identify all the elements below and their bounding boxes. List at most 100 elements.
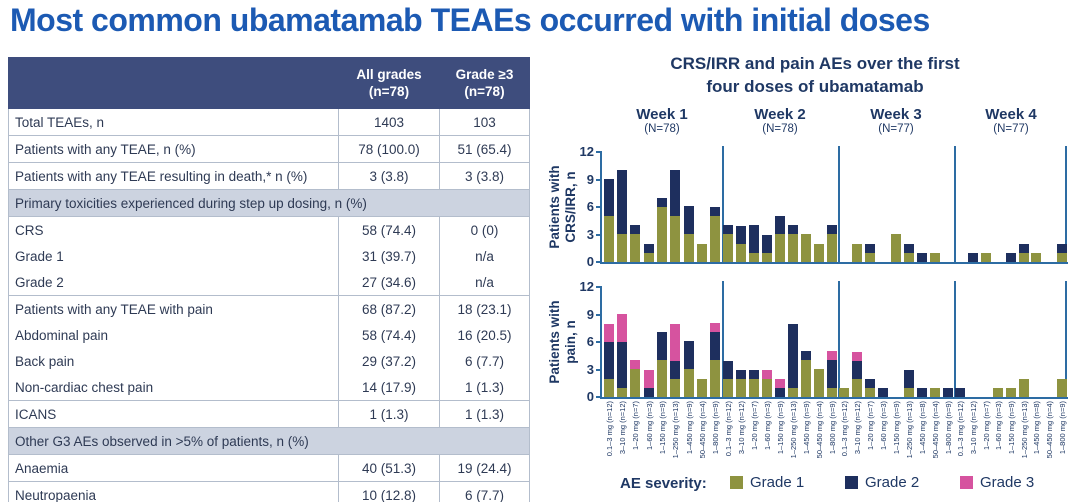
y-tick-label: 9 [586,171,594,187]
bar-segment-grade1 [852,244,862,262]
bar-segment-grade1 [644,253,654,262]
bar-segment-grade3 [710,323,720,332]
week-header: Week 4 (N=77) [954,106,1068,136]
bar-segment-grade1 [670,216,680,262]
header-all-grades: All grades (n=78) [338,57,440,109]
bar-segment-grade1 [1057,253,1067,262]
table-header-row: All grades (n=78) Grade ≥3 (n=78) [8,57,530,109]
row-label: Neutropaenia [8,481,339,502]
week-header-label: Week 1 [636,106,688,123]
section-row-label: Primary toxicities experienced during st… [8,189,530,217]
y-tick-label: 12 [579,144,594,159]
bar-segment-grade2 [827,360,837,388]
y-tick-mark [596,151,602,153]
cell-grade3: 6 (7.7) [439,481,530,502]
bar-segment-grade1 [827,388,837,397]
cell-grade3: 1 (1.3) [439,374,530,401]
row-label: Patients with any TEAE with pain [8,295,339,322]
row-label: CRS [8,216,339,243]
table-body: Total TEAEs, n 1403 103 Patients with any T… [8,108,530,502]
bar-segment-grade1 [749,253,759,262]
bar-segment-grade2 [788,324,798,388]
bar-segment-grade2 [617,170,627,234]
page-title: Most common ubamatamab TEAEs occurred wi… [10,2,930,38]
bar-segment-grade2 [749,370,759,379]
bar-segment-grade2 [657,198,667,207]
bar-segment-grade1 [723,379,733,397]
dose-axis-label: 50–450 mg (n=4) [930,401,940,459]
cell-all-grades: 29 (37.2) [338,348,440,374]
bar-segment-grade2 [749,225,759,253]
bar-segment-grade2 [904,244,914,253]
dose-axis-label: 1–450 mg (n=9) [801,401,811,455]
bar-segment-grade2 [604,179,614,216]
bar-segment-grade2 [865,379,875,388]
dose-axis-label: 1–150 mg (n=9) [1007,401,1016,455]
week-separator-line [954,146,956,262]
bar-segment-grade2 [943,388,953,397]
table-row: Abdominal pain 58 (74.4) 16 (20.5) [8,322,530,348]
row-label: Back pain [8,348,339,374]
cell-grade3: 3 (3.8) [439,162,530,190]
table-row: Anaemia 40 (51.3) 19 (24.4) [8,454,530,482]
bar-segment-grade3 [630,360,640,369]
y-tick-label: 0 [586,254,594,269]
bar-segment-grade1 [604,379,614,397]
bar-segment-grade1 [801,234,811,262]
row-label: Non-cardiac chest pain [8,374,339,401]
bar-segment-grade1 [904,388,914,397]
bar-segment-grade1 [710,360,720,397]
cell-all-grades: 58 (74.4) [338,216,440,243]
dose-axis-label: 1–800 mg (n=9) [711,401,721,455]
cell-grade3: 51 (65.4) [439,135,530,163]
y-tick-label: 12 [579,279,594,294]
table-row: Non-cardiac chest pain 14 (17.9) 1 (1.3) [8,374,530,401]
cell-grade3: n/a [439,269,530,296]
dose-axis-label: 0.1–3 mg (n=12) [604,401,614,457]
bar-segment-grade1 [762,379,772,397]
dose-axis-label: 1–20 mg (n=7) [750,401,760,450]
bar-segment-grade2 [762,235,772,253]
bar-segment-grade1 [1031,253,1041,262]
bar-segment-grade1 [891,234,901,262]
row-label: ICANS [8,400,339,428]
row-label: Grade 2 [8,269,339,296]
bar-segment-grade1 [801,360,811,397]
bar-segment-grade1 [1019,379,1029,397]
crs-irr-plot [600,152,1068,264]
bar-segment-grade1 [684,234,694,262]
bar-segment-grade2 [670,361,680,379]
bar-segment-grade2 [1019,244,1029,253]
week-separator-line [722,281,724,397]
week-separator-line [722,146,724,262]
cell-grade3: 6 (7.7) [439,348,530,374]
bar-segment-grade1 [930,253,940,262]
section-row-label: Other G3 AEs observed in >5% of patients… [8,427,530,455]
dose-axis-label: 1–60 mg (n=3) [994,401,1004,450]
bar-segment-grade3 [644,370,654,388]
cell-all-grades: 1 (1.3) [338,400,440,428]
bar-segment-grade2 [917,388,927,397]
bar-segment-grade3 [617,314,627,342]
cell-grade3: 18 (23.1) [439,295,530,322]
bar-segment-grade2 [644,388,654,397]
cell-grade3: 19 (24.4) [439,454,530,482]
bar-segment-grade1 [697,379,707,397]
bar-segment-grade1 [657,360,667,397]
dose-axis-label: 1–60 mg (n=3) [763,401,773,450]
pain-plot [600,287,1068,399]
bar-segment-grade2 [723,361,733,379]
bar-segment-grade2 [775,216,785,234]
bar-segment-grade2 [710,332,720,360]
dose-axis-label: 1–150 mg (n=9) [658,401,667,455]
table-row: Total TEAEs, n 1403 103 [8,108,530,136]
bar-segment-grade1 [788,388,798,397]
bar-segment-grade2 [1006,253,1016,262]
bar-segment-grade3 [604,324,614,342]
y-tick-label: 0 [586,389,594,404]
bar-segment-grade2 [644,244,654,253]
week-header-n: (N=77) [993,123,1029,135]
dose-axis-label: 1–250 mg (n=13) [904,401,914,459]
week-separator-line [954,281,956,397]
table-row: Neutropaenia 10 (12.8) 6 (7.7) [8,481,530,502]
